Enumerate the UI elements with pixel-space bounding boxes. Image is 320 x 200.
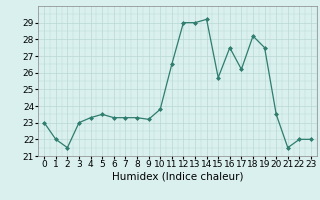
X-axis label: Humidex (Indice chaleur): Humidex (Indice chaleur) — [112, 172, 243, 182]
